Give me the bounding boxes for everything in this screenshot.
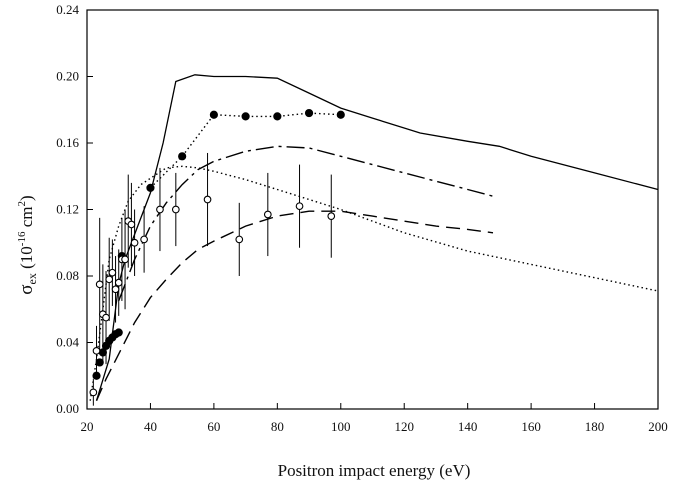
series-solid-line	[95, 74, 659, 401]
x-axis-label: Positron impact energy (eV)	[278, 461, 471, 480]
filled-marker	[178, 152, 187, 161]
filled-marker	[146, 183, 155, 192]
open-marker	[156, 205, 164, 214]
y-axis-label-open: (10	[17, 246, 36, 273]
open-marker	[95, 280, 104, 289]
tick-labels: 20 40 60 80 100 120 140 160 180 200 0.00 0.04 0.08 0.…	[56, 2, 668, 434]
open-marker	[92, 346, 101, 355]
y-axis-label-close: )	[17, 195, 36, 201]
y-axis-label-exponent: -16	[16, 231, 28, 246]
filled-marker	[95, 358, 104, 367]
open-marker	[111, 285, 120, 294]
open-marker	[327, 212, 336, 220]
open-marker	[108, 268, 117, 277]
y-tick-label: 0.16	[56, 135, 79, 150]
x-tick-label: 160	[521, 419, 541, 434]
open-marker	[102, 313, 110, 322]
series-long-dash-line	[95, 210, 494, 401]
open-marker	[140, 235, 148, 244]
open-marker	[295, 202, 304, 211]
series-dotted-marker-line	[149, 112, 341, 189]
y-axis-label-subscript: ex	[25, 273, 39, 284]
y-tick-label: 0.20	[56, 69, 79, 84]
open-marker	[121, 255, 129, 264]
x-tick-label: 20	[81, 419, 94, 434]
filled-marker	[273, 112, 282, 121]
y-tick-label: 0.00	[56, 401, 79, 416]
y-tick-label: 0.08	[56, 268, 79, 283]
axes	[86, 9, 659, 410]
x-tick-label: 60	[207, 419, 220, 434]
filled-marker	[336, 110, 345, 119]
x-tick-label: 40	[144, 419, 157, 434]
filled-marker	[114, 328, 123, 337]
open-marker	[127, 220, 136, 229]
open-marker	[235, 235, 244, 244]
open-marker	[171, 205, 180, 214]
x-tick-label: 80	[271, 419, 284, 434]
x-tick-label: 120	[394, 419, 414, 434]
y-tick-label: 0.04	[56, 335, 79, 350]
x-tick-label: 200	[648, 419, 668, 434]
x-tick-label: 100	[331, 419, 351, 434]
open-marker	[105, 275, 114, 284]
open-marker	[130, 238, 139, 247]
y-axis-label-unit-exponent: 2	[16, 201, 28, 207]
series-dash-dot-line	[118, 145, 494, 302]
filled-marker	[209, 110, 218, 119]
open-marker	[203, 195, 212, 204]
plot-area	[89, 74, 659, 406]
filled-marker	[304, 108, 314, 118]
y-axis-label-unit: cm	[17, 206, 36, 231]
y-axis-label-symbol: σ	[16, 284, 37, 294]
y-tick-label: 0.12	[56, 202, 79, 217]
y-tick-label: 0.24	[56, 2, 79, 17]
open-marker	[89, 388, 98, 397]
y-axis-label: σex (10-16 cm2)	[16, 195, 39, 294]
x-tick-label: 180	[585, 419, 605, 434]
x-tick-label: 140	[458, 419, 478, 434]
open-marker	[114, 278, 123, 287]
filled-marker	[241, 112, 250, 121]
open-marker	[263, 210, 272, 219]
